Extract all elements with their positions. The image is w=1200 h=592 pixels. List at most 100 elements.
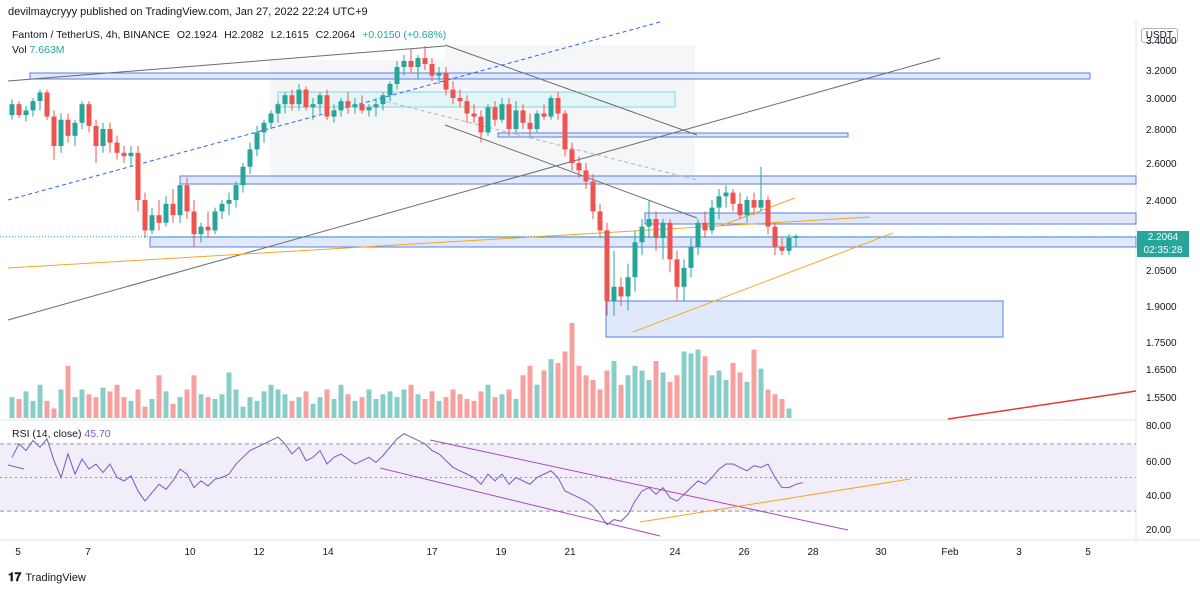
volume-bar bbox=[716, 370, 722, 418]
volume-bar bbox=[492, 397, 498, 418]
time-tick-label: 17 bbox=[426, 547, 438, 558]
volume-bar bbox=[590, 380, 596, 418]
rsi-tick-label: 20.00 bbox=[1146, 525, 1171, 536]
volume-bar bbox=[464, 399, 470, 418]
volume-bar bbox=[198, 394, 204, 418]
currency-badge[interactable]: USDT bbox=[1140, 28, 1178, 43]
volume-bar bbox=[548, 359, 554, 418]
price-tick-label: 1.7500 bbox=[1146, 338, 1177, 349]
brand-footer[interactable]: 𝟏𝟕 TradingView bbox=[8, 570, 86, 585]
rsi-legend: RSI (14, close) 45.70 bbox=[12, 428, 111, 440]
volume-bar bbox=[317, 397, 323, 418]
volume-bar bbox=[674, 375, 680, 418]
volume-bar bbox=[338, 384, 344, 418]
time-tick-label: 12 bbox=[253, 547, 265, 558]
candle-body bbox=[520, 110, 526, 123]
time-tick-label: Feb bbox=[941, 547, 959, 558]
candle-body bbox=[303, 89, 309, 108]
volume-bar bbox=[408, 384, 414, 418]
volume-bar bbox=[79, 389, 85, 418]
volume-bar bbox=[86, 394, 92, 418]
volume-bar bbox=[569, 323, 575, 418]
candle-body bbox=[422, 58, 428, 64]
rsi-line bbox=[11, 433, 804, 526]
volume-bar bbox=[352, 400, 358, 418]
volume-bar bbox=[191, 375, 197, 418]
candle-body bbox=[338, 101, 344, 111]
volume-bar bbox=[779, 399, 785, 418]
volume-bar bbox=[562, 351, 568, 418]
candle-body bbox=[534, 113, 540, 129]
candle-body bbox=[282, 95, 288, 105]
candle-body bbox=[562, 113, 568, 150]
volume-bar bbox=[625, 375, 631, 418]
volume-bar bbox=[72, 397, 78, 418]
volume-bar bbox=[303, 391, 309, 418]
symbol-name[interactable]: Fantom / TetherUS, 4h, BINANCE bbox=[12, 29, 170, 41]
volume-bar bbox=[296, 397, 302, 418]
volume-bar bbox=[443, 397, 449, 418]
support-zone bbox=[497, 132, 849, 138]
volume-bar bbox=[646, 380, 652, 418]
rsi-line-stub bbox=[7, 464, 25, 470]
price-tick-label: 1.6500 bbox=[1146, 365, 1177, 376]
volume-bar bbox=[723, 380, 729, 418]
volume-bar bbox=[240, 406, 246, 418]
volume-bar bbox=[254, 400, 260, 418]
candle-body bbox=[758, 200, 764, 208]
volume-bar bbox=[387, 391, 393, 418]
volume-bar bbox=[16, 399, 22, 418]
candle-body bbox=[380, 95, 386, 105]
candle-body bbox=[23, 110, 29, 116]
candle-body bbox=[688, 246, 694, 268]
candle-body bbox=[611, 286, 617, 302]
candle-body bbox=[604, 230, 610, 302]
volume-value: 7.663M bbox=[29, 44, 65, 56]
trend-line bbox=[7, 57, 941, 321]
candle-body bbox=[205, 226, 211, 231]
volume-bar bbox=[268, 384, 274, 418]
countdown-tag: 02:35:28 bbox=[1137, 244, 1189, 257]
candle-body bbox=[576, 163, 582, 171]
time-tick-label: 3 bbox=[1016, 547, 1022, 558]
volume-bar bbox=[751, 349, 757, 418]
support-zone bbox=[605, 300, 1004, 338]
candle-body bbox=[660, 222, 666, 238]
candle-body bbox=[65, 119, 71, 136]
volume-bar bbox=[604, 370, 610, 418]
price-tick-label: 3.2000 bbox=[1146, 66, 1177, 77]
volume-bar bbox=[121, 397, 127, 418]
price-tick-label: 2.8000 bbox=[1146, 125, 1177, 136]
volume-bar bbox=[58, 389, 64, 418]
candle-body bbox=[401, 61, 407, 67]
candle-body bbox=[639, 226, 645, 243]
trend-line bbox=[7, 45, 446, 82]
volume-bar bbox=[135, 389, 141, 418]
rsi-tick-label: 40.00 bbox=[1146, 491, 1171, 502]
support-zone bbox=[644, 212, 1137, 225]
time-tick-label: 19 bbox=[495, 547, 507, 558]
volume-bar bbox=[415, 394, 421, 418]
candle-body bbox=[597, 211, 603, 231]
candle-body bbox=[723, 192, 729, 197]
volume-bar bbox=[618, 384, 624, 418]
candle-body bbox=[485, 107, 491, 133]
candle-body bbox=[170, 203, 176, 216]
volume-bar bbox=[576, 365, 582, 418]
volume-bar bbox=[163, 391, 169, 418]
volume-bar bbox=[758, 368, 764, 418]
volume-bar bbox=[226, 372, 232, 418]
volume-bar bbox=[107, 391, 113, 418]
price-tick-label: 2.0500 bbox=[1146, 266, 1177, 277]
volume-bar bbox=[513, 399, 519, 418]
candle-body bbox=[471, 113, 477, 117]
volume-bar bbox=[653, 361, 659, 418]
volume-bar bbox=[366, 389, 372, 418]
volume-label: Vol bbox=[12, 44, 27, 56]
rsi-trend-line bbox=[429, 439, 849, 531]
candle-body bbox=[527, 122, 533, 129]
candle-body bbox=[695, 222, 701, 247]
support-zone bbox=[277, 91, 676, 108]
trend-line bbox=[7, 216, 871, 269]
